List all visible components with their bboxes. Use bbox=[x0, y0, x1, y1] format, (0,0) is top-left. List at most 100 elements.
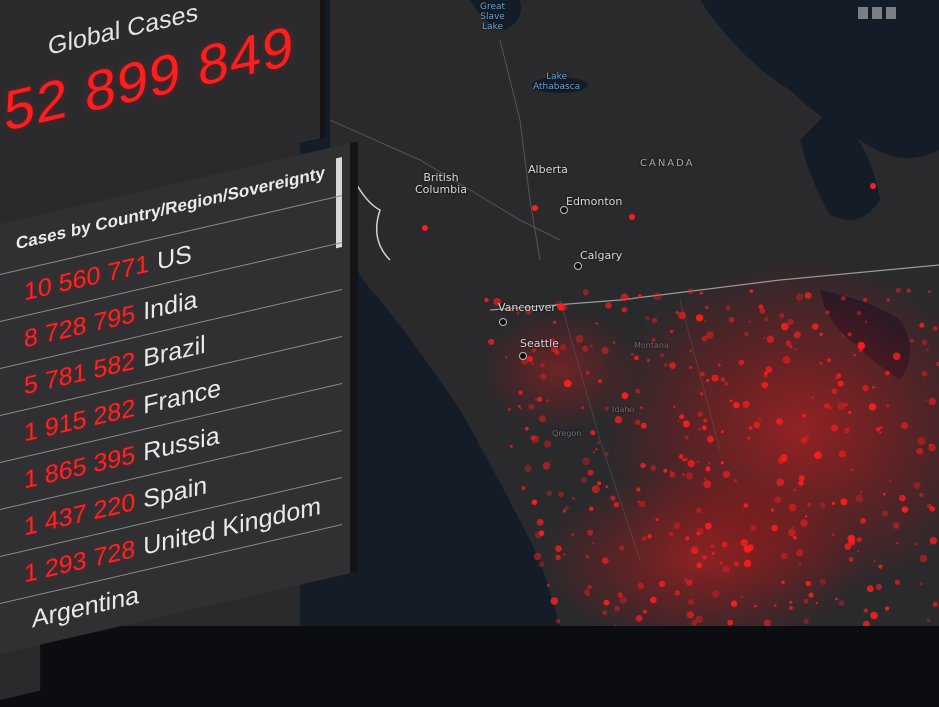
case-dot bbox=[488, 338, 495, 345]
case-dot bbox=[571, 533, 574, 536]
case-dot bbox=[776, 418, 783, 425]
grid-view-icon[interactable] bbox=[858, 7, 868, 19]
case-dot bbox=[929, 537, 937, 545]
case-dot bbox=[819, 332, 823, 337]
case-dot bbox=[789, 600, 793, 604]
case-dot bbox=[774, 604, 777, 607]
map-label-edmonton: Edmonton bbox=[566, 195, 623, 208]
case-dot bbox=[763, 336, 766, 339]
map-label-canada: CANADA bbox=[640, 158, 695, 169]
case-dot bbox=[863, 297, 868, 302]
case-dot bbox=[682, 420, 690, 428]
case-dot bbox=[800, 519, 808, 527]
case-dot bbox=[641, 536, 647, 541]
case-dot bbox=[748, 426, 753, 430]
case-dot bbox=[812, 323, 819, 330]
case-dot bbox=[742, 400, 750, 408]
case-dot bbox=[596, 441, 601, 445]
case-dot bbox=[555, 554, 561, 561]
case-dot bbox=[669, 470, 673, 474]
case-dot bbox=[630, 298, 633, 301]
case-dot bbox=[687, 459, 695, 468]
case-dot bbox=[533, 552, 542, 561]
case-dot bbox=[781, 322, 789, 331]
case-dot bbox=[837, 402, 845, 411]
case-dot bbox=[603, 599, 610, 606]
case-dot bbox=[855, 494, 863, 503]
city-dot-edmonton bbox=[560, 206, 568, 214]
case-dot bbox=[528, 341, 531, 345]
case-dot bbox=[640, 422, 647, 429]
case-dot bbox=[764, 371, 768, 375]
case-dot bbox=[906, 288, 911, 294]
case-dot bbox=[696, 531, 701, 536]
case-dot bbox=[774, 496, 782, 504]
case-dot bbox=[889, 479, 892, 483]
case-dot bbox=[724, 381, 729, 386]
case-dot bbox=[847, 534, 856, 543]
case-dot bbox=[706, 379, 710, 383]
grid-view-icon[interactable] bbox=[886, 7, 896, 19]
map-view-controls[interactable] bbox=[858, 4, 900, 23]
case-dot bbox=[841, 295, 846, 301]
grid-view-icon[interactable] bbox=[872, 7, 882, 19]
case-dot bbox=[551, 345, 559, 353]
case-dot bbox=[621, 392, 629, 400]
case-dot bbox=[597, 481, 602, 486]
case-dot bbox=[705, 522, 712, 530]
case-dot bbox=[862, 385, 869, 392]
case-dot bbox=[636, 487, 641, 492]
case-dot bbox=[635, 388, 641, 394]
case-dot bbox=[718, 363, 721, 367]
case-dot bbox=[928, 397, 937, 406]
case-dot bbox=[803, 618, 809, 625]
case-dot bbox=[702, 555, 707, 560]
case-dot bbox=[895, 287, 902, 293]
case-dot bbox=[899, 494, 906, 502]
case-dot bbox=[635, 615, 643, 622]
case-dot bbox=[878, 564, 883, 569]
case-dot bbox=[886, 404, 890, 408]
case-dot bbox=[844, 543, 852, 550]
case-dot bbox=[509, 444, 513, 448]
case-dot bbox=[524, 464, 532, 473]
case-dot bbox=[743, 559, 752, 568]
case-dot bbox=[605, 302, 612, 309]
case-dot bbox=[838, 450, 847, 458]
country-name: US bbox=[157, 239, 192, 276]
case-dot bbox=[618, 545, 625, 551]
case-dot bbox=[763, 373, 768, 378]
case-dot bbox=[932, 326, 938, 331]
case-dot bbox=[927, 503, 932, 509]
case-dot bbox=[733, 561, 740, 567]
case-dot bbox=[879, 431, 882, 434]
case-dot bbox=[921, 370, 928, 377]
map-label-vancouver: Vancouver bbox=[498, 301, 556, 314]
case-dot bbox=[831, 501, 836, 505]
case-dot bbox=[563, 553, 566, 556]
case-dot bbox=[685, 435, 689, 440]
case-dot bbox=[521, 486, 526, 491]
case-dot bbox=[917, 437, 926, 446]
case-dot bbox=[519, 407, 523, 410]
case-dot bbox=[592, 542, 595, 545]
case-dot bbox=[733, 402, 740, 409]
case-dot bbox=[697, 411, 703, 417]
case-dot bbox=[685, 536, 690, 541]
case-dot bbox=[914, 542, 918, 546]
case-dot bbox=[613, 501, 620, 508]
case-dot bbox=[650, 596, 657, 604]
case-dot bbox=[919, 554, 928, 563]
case-dot bbox=[840, 498, 848, 506]
case-dot bbox=[747, 544, 754, 551]
case-dot bbox=[617, 592, 623, 598]
case-dot bbox=[814, 451, 822, 460]
case-dot bbox=[546, 399, 549, 402]
case-dot bbox=[794, 488, 797, 491]
case-dot bbox=[698, 428, 701, 431]
case-dot bbox=[928, 290, 931, 294]
case-dot bbox=[531, 348, 537, 353]
case-dot bbox=[645, 316, 650, 321]
case-dot bbox=[580, 406, 585, 410]
case-dot bbox=[916, 447, 924, 455]
